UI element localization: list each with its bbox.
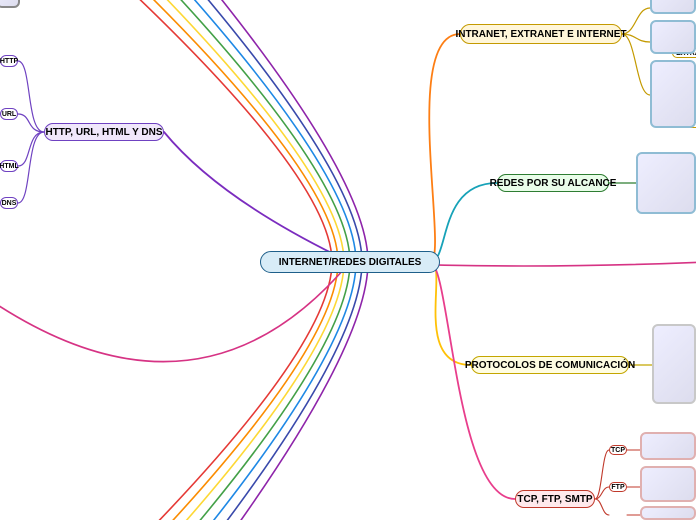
thumbnail [650,60,696,128]
thumbnail [652,324,696,404]
thumbnail [636,152,696,214]
node-alcance[interactable]: REDES POR SU ALCANCE [497,174,609,192]
thumbnail [640,432,696,460]
node-protocolos[interactable]: PROTOCOLOS DE COMUNICACIÓN [471,356,629,374]
node-protocolos-label: PROTOCOLOS DE COMUNICACIÓN [465,360,635,371]
leaf-http[interactable]: HTTP [0,55,18,67]
node-intranet[interactable]: INTRANET, EXTRANET E INTERNET [460,24,622,44]
thumbnail [640,506,696,520]
node-intranet-label: INTRANET, EXTRANET E INTERNET [455,29,626,40]
leaf-tcp-label: FTP [611,484,624,491]
thumbnail [650,0,696,14]
node-tcp-label: TCP, FTP, SMTP [517,494,592,505]
leaf-http-label: URL [2,111,16,118]
thumbnail [0,0,20,8]
thumbnail [650,20,696,54]
leaf-http[interactable]: URL [0,108,18,120]
leaf-tcp[interactable]: TCP [609,445,627,455]
node-http[interactable]: HTTP, URL, HTML Y DNS [44,123,164,141]
leaf-tcp[interactable]: FTP [609,482,627,492]
node-http-label: HTTP, URL, HTML Y DNS [45,127,162,138]
thumbnail [640,466,696,502]
leaf-http[interactable]: HTML [0,160,18,172]
leaf-http[interactable]: DNS [0,197,18,209]
leaf-http-label: HTTP [0,58,18,65]
center-node-label: INTERNET/REDES DIGITALES [279,257,422,268]
leaf-http-label: HTML [0,163,19,170]
leaf-tcp-label: TCP [611,447,625,454]
node-alcance-label: REDES POR SU ALCANCE [490,178,617,189]
center-node[interactable]: INTERNET/REDES DIGITALES [260,251,440,273]
node-tcp[interactable]: TCP, FTP, SMTP [515,490,595,508]
leaf-http-label: DNS [2,200,17,207]
